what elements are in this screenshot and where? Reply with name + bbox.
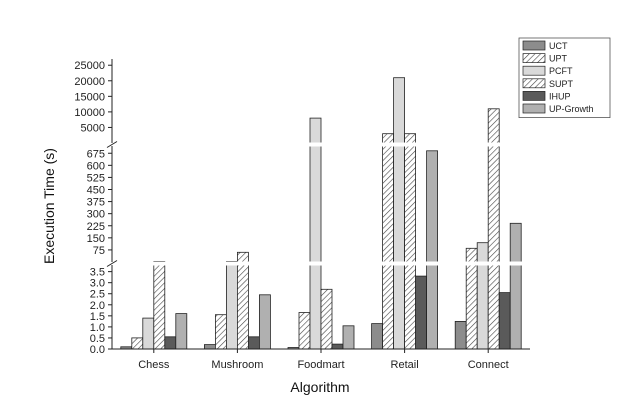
x-tick-label: Chess xyxy=(138,359,170,371)
bar-supt-retail xyxy=(404,133,417,350)
bar-uct-connect xyxy=(454,320,467,350)
y-tick-label: 600 xyxy=(87,160,105,172)
legend-label: UP-Growth xyxy=(549,104,594,114)
legend-swatch xyxy=(522,65,546,76)
y-tick-label: 3.0 xyxy=(90,278,105,290)
y-tick-label: 1.5 xyxy=(90,311,105,323)
legend-swatch xyxy=(522,91,546,101)
bar-upt-chess xyxy=(131,337,144,350)
bar-supt-foodmart xyxy=(320,288,333,350)
axis-break-gap xyxy=(106,261,536,266)
legend: UCT UPT PCFT SUPT IHUP UP-Growth xyxy=(518,37,611,118)
bar-up-growth-retail xyxy=(426,150,439,350)
legend-swatch xyxy=(522,40,546,51)
legend-swatch xyxy=(522,103,546,114)
legend-swatch xyxy=(522,78,546,89)
bar-ihup-foodmart xyxy=(331,343,344,350)
bar-pcft-mushroom xyxy=(225,260,238,350)
x-tick-label: Mushroom xyxy=(211,359,263,371)
legend-label: UPT xyxy=(549,54,568,64)
x-axis-title: Algorithm xyxy=(290,379,349,395)
legend-label: UCT xyxy=(549,41,568,51)
bar-up-growth-foodmart xyxy=(342,325,355,350)
axis-break-mark xyxy=(106,141,118,148)
bar-ihup-mushroom xyxy=(247,336,260,350)
x-tick-label: Connect xyxy=(468,359,509,371)
y-tick-label: 2.5 xyxy=(90,289,105,301)
y-tick-label: 300 xyxy=(87,209,105,221)
y-axis-title: Execution Time (s) xyxy=(41,148,57,264)
y-tick-label: 75 xyxy=(93,245,105,257)
legend-swatch xyxy=(522,53,546,63)
bar-up-growth-mushroom xyxy=(258,294,271,350)
bar-upt-mushroom xyxy=(214,314,227,350)
y-tick-label: 525 xyxy=(87,172,105,184)
axis-break-mark xyxy=(106,260,118,267)
axes: Chess Mushroom Foodmart Retail Connect 0.00.5… xyxy=(74,59,536,371)
bar-up-growth-connect xyxy=(509,222,522,350)
bar-uct-retail xyxy=(371,323,384,350)
y-tick-label: 5000 xyxy=(81,122,105,134)
plot-area xyxy=(120,77,522,350)
legend-label: SUPT xyxy=(549,79,574,89)
y-tick-label: 0.0 xyxy=(90,344,105,356)
bar-ihup-retail xyxy=(415,275,428,350)
y-tick-label: 20000 xyxy=(74,76,105,88)
y-tick-label: 225 xyxy=(87,221,105,233)
bar-ihup-connect xyxy=(498,292,511,350)
bar-pcft-connect xyxy=(476,242,489,350)
bar-upt-retail xyxy=(382,133,395,350)
x-tick-label: Foodmart xyxy=(297,359,344,371)
y-tick-label: 675 xyxy=(87,148,105,160)
bar-upt-foodmart xyxy=(298,312,311,350)
x-tick-label: Retail xyxy=(391,359,419,371)
legend-label: IHUP xyxy=(549,91,571,101)
y-tick-label: 2.0 xyxy=(90,300,105,312)
bar-ihup-chess xyxy=(164,336,177,350)
bar-supt-chess xyxy=(153,260,166,350)
y-tick-label: 0.5 xyxy=(90,333,105,345)
y-tick-label: 25000 xyxy=(74,60,105,72)
y-tick-label: 150 xyxy=(87,233,105,245)
legend-label: PCFT xyxy=(549,66,573,76)
y-tick-label: 10000 xyxy=(74,107,105,119)
y-tick-label: 450 xyxy=(87,185,105,197)
y-tick-label: 1.0 xyxy=(90,322,105,334)
bar-uct-mushroom xyxy=(203,344,216,350)
bar-supt-mushroom xyxy=(236,251,249,350)
y-tick-label: 375 xyxy=(87,197,105,209)
bar-pcft-foodmart xyxy=(309,117,322,350)
bar-pcft-retail xyxy=(393,77,406,350)
bar-up-growth-chess xyxy=(175,313,188,350)
axis-break-gap xyxy=(106,142,536,147)
y-tick-label: 15000 xyxy=(74,91,105,103)
y-tick-label: 3.5 xyxy=(90,267,105,279)
bar-pcft-chess xyxy=(142,317,155,350)
